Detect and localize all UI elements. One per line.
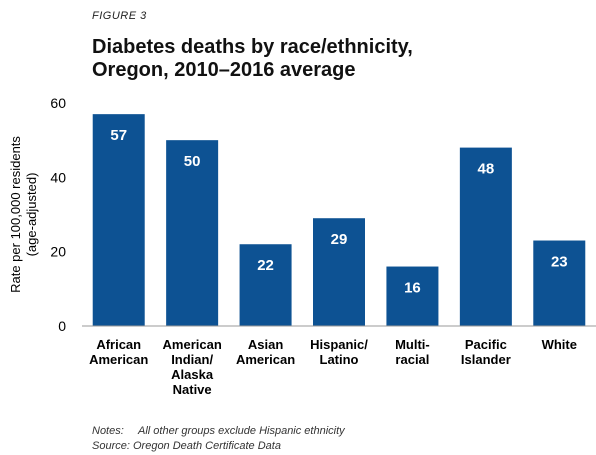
x-category-label: American Indian/Alaska Native: [163, 337, 222, 397]
chart-title: Diabetes deaths by race/ethnicity, Orego…: [92, 36, 413, 82]
x-category-label: Multi-racial: [395, 337, 430, 367]
y-tick-label: 0: [58, 318, 66, 334]
footnotes: Notes: All other groups exclude Hispanic …: [92, 424, 345, 454]
source-tag: Source:: [92, 440, 130, 452]
bar: [459, 147, 512, 326]
bar: [313, 218, 365, 326]
bar-value-label: 29: [331, 231, 348, 248]
bar-value-label: 23: [551, 254, 568, 271]
y-axis-label: Rate per 100,000 residents (age-adjusted…: [8, 136, 39, 293]
bar: [166, 140, 219, 326]
bar: [92, 114, 145, 327]
chart-title-line-1: Diabetes deaths by race/ethnicity,: [92, 36, 413, 58]
figure-label: FIGURE 3: [92, 10, 147, 22]
bar: [533, 240, 586, 326]
notes-text: All other groups exclude Hispanic ethnic…: [138, 425, 345, 437]
y-axis-label-line-1: Rate per 100,000 residents: [8, 136, 23, 293]
y-tick-label: 20: [50, 244, 66, 260]
bar-value-label: 16: [404, 280, 421, 297]
x-category-label: White: [542, 337, 577, 352]
y-axis-ticks: 0 20 40 60: [50, 95, 66, 334]
bar-value-label: 22: [257, 257, 274, 274]
x-category-label: Asian American: [236, 337, 295, 367]
bar-value-label: 48: [478, 161, 495, 178]
bars: 57 50 22 29 16 48 23: [92, 114, 586, 327]
bar-value-label: 50: [184, 153, 201, 170]
bar: [386, 266, 439, 326]
notes-tag: Notes:: [92, 425, 124, 437]
bar-value-label: 57: [110, 127, 127, 144]
x-category-label: African American: [89, 337, 148, 367]
source-text: Oregon Death Certificate Data: [132, 440, 281, 452]
y-tick-label: 40: [50, 169, 66, 185]
x-category-label: Hispanic/Latino: [310, 337, 368, 367]
y-tick-label: 60: [50, 95, 66, 111]
bar: [239, 244, 292, 326]
x-axis-labels: African American American Indian/Alaska Nati…: [89, 337, 577, 397]
source-line: Source: Oregon Death Certificate Data: [92, 439, 345, 454]
notes-line: Notes: All other groups exclude Hispanic …: [92, 424, 345, 439]
x-category-label: Pacific Islander: [461, 337, 511, 367]
y-axis-label-line-2: (age-adjusted): [24, 173, 39, 257]
chart-title-line-2: Oregon, 2010–2016 average: [92, 59, 356, 81]
